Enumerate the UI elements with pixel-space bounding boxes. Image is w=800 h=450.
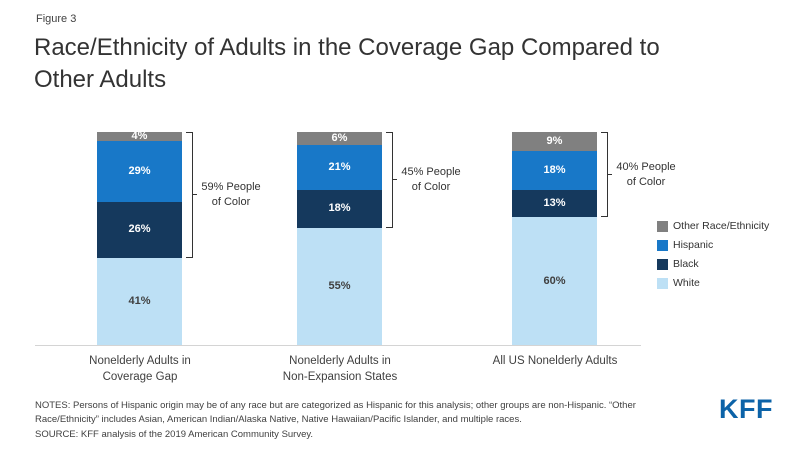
- bar-segment-black: 13%: [512, 189, 597, 218]
- category-label-coverage-gap: Nonelderly Adults in Coverage Gap: [50, 353, 230, 385]
- category-line: Nonelderly Adults in: [89, 355, 191, 367]
- annotation-group-2: 45% People of Color: [386, 132, 462, 228]
- legend-swatch-white: [657, 277, 668, 289]
- annotation-group-1: 59% People of Color: [186, 132, 262, 258]
- legend: Other Race/Ethnicity Hispanic Black Whit…: [657, 220, 769, 296]
- legend-label: Hispanic: [673, 239, 714, 251]
- figure-number-label: Figure 3: [36, 13, 77, 25]
- stacked-bar-all-us: 60% 13% 18% 9%: [512, 132, 597, 345]
- people-of-color-label: 40% People of Color: [616, 160, 676, 188]
- bar-segment-black: 18%: [297, 189, 382, 228]
- stacked-bar-coverage-gap: 41% 26% 29% 4%: [97, 129, 182, 345]
- legend-label: Other Race/Ethnicity: [673, 220, 770, 232]
- bar-segment-other-race-ethnicity: 4%: [97, 129, 182, 142]
- segment-value-label: 60%: [543, 274, 566, 287]
- segment-value-label: 41%: [128, 294, 151, 307]
- footnotes: NOTES: Persons of Hispanic origin may be…: [35, 399, 700, 442]
- kff-logo: KFF: [719, 394, 773, 424]
- segment-value-label: 9%: [546, 135, 563, 148]
- bar-segment-other-race-ethnicity: 6%: [297, 132, 382, 145]
- bar-segment-black: 26%: [97, 202, 182, 258]
- bar-segment-hispanic: 18%: [512, 151, 597, 190]
- bar-segment-white: 41%: [97, 257, 182, 345]
- legend-label: White: [673, 277, 700, 289]
- legend-item-white: White: [657, 277, 769, 289]
- bracket-icon: [601, 132, 612, 218]
- category-label-non-expansion: Nonelderly Adults in Non-Expansion State…: [250, 353, 430, 385]
- annotation-group-3: 40% People of Color: [601, 132, 677, 218]
- segment-value-label: 29%: [128, 164, 151, 177]
- x-axis-baseline: [35, 345, 641, 346]
- segment-value-label: 55%: [328, 279, 351, 292]
- segment-value-label: 18%: [543, 163, 566, 176]
- page-title-line2: Other Adults: [34, 65, 167, 93]
- category-line: Nonelderly Adults in: [289, 355, 391, 367]
- bracket-icon: [386, 132, 397, 228]
- notes-text: NOTES: Persons of Hispanic origin may be…: [35, 400, 636, 426]
- legend-swatch-hispanic: [657, 239, 668, 251]
- legend-item-hispanic: Hispanic: [657, 239, 769, 251]
- segment-value-label: 13%: [543, 196, 566, 209]
- stacked-bar-non-expansion: 55% 18% 21% 6%: [297, 132, 382, 345]
- source-text: SOURCE: KFF analysis of the 2019 America…: [35, 428, 314, 440]
- legend-item-black: Black: [657, 258, 769, 270]
- segment-value-label: 26%: [128, 223, 151, 236]
- page-title: Race/Ethnicity of Adults in the Coverage…: [34, 32, 779, 95]
- bracket-icon: [186, 132, 197, 258]
- segment-value-label: 18%: [328, 202, 351, 215]
- page-title-line1: Race/Ethnicity of Adults in the Coverage…: [34, 34, 660, 61]
- bar-segment-white: 55%: [297, 227, 382, 345]
- legend-label: Black: [673, 258, 699, 270]
- people-of-color-label: 59% People of Color: [201, 180, 261, 208]
- category-label-all-us: All US Nonelderly Adults: [465, 353, 645, 369]
- legend-swatch-black: [657, 258, 668, 270]
- segment-value-label: 6%: [331, 131, 348, 144]
- bar-segment-white: 60%: [512, 217, 597, 345]
- bar-segment-hispanic: 21%: [297, 144, 382, 190]
- legend-item-other: Other Race/Ethnicity: [657, 220, 769, 232]
- bar-segment-hispanic: 29%: [97, 140, 182, 203]
- category-line: Non-Expansion States: [282, 371, 398, 384]
- category-line: Coverage Gap: [102, 371, 178, 384]
- legend-swatch-other: [657, 220, 668, 232]
- segment-value-label: 4%: [131, 129, 148, 142]
- segment-value-label: 21%: [328, 160, 351, 173]
- people-of-color-label: 45% People of Color: [401, 166, 461, 193]
- bar-segment-other-race-ethnicity: 9%: [512, 132, 597, 152]
- category-line: All US Nonelderly Adults: [492, 355, 618, 367]
